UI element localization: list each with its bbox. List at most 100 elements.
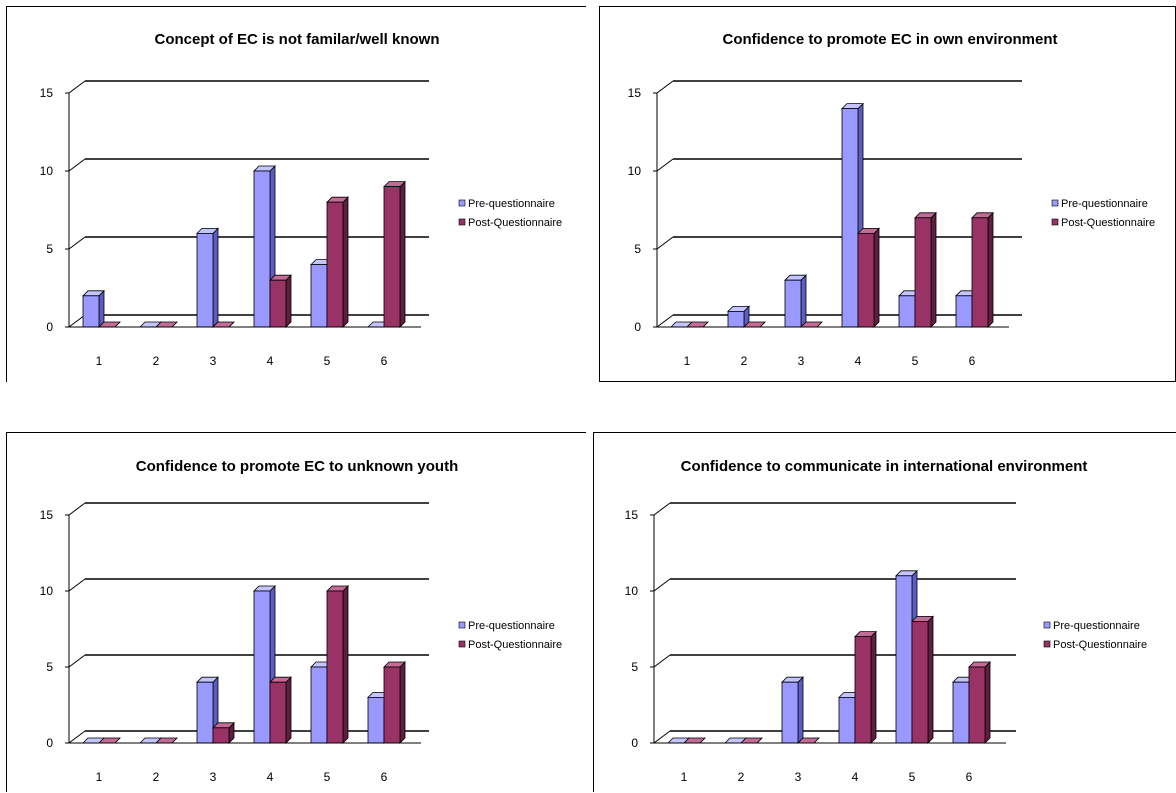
gridline-connector xyxy=(653,502,671,516)
bar-pre-questionnaire xyxy=(781,676,804,744)
gridline-connector xyxy=(68,236,86,250)
gridline-connector xyxy=(656,158,674,172)
chart-panel-concept-ec: Concept of EC is not familar/well known 0… xyxy=(6,6,586,382)
x-tick-label: 4 xyxy=(267,354,274,368)
x-tick-label: 5 xyxy=(324,770,331,784)
x-tick-label: 6 xyxy=(969,354,976,368)
y-tick-label: 5 xyxy=(46,660,53,674)
legend-label: Pre-questionnaire xyxy=(468,620,555,632)
x-tick-label: 3 xyxy=(210,354,217,368)
legend-swatch xyxy=(458,199,466,207)
bar-pre-questionnaire xyxy=(727,305,750,328)
bar-post-questionnaire xyxy=(212,721,235,744)
x-tick-label: 6 xyxy=(966,770,973,784)
gridline-connector xyxy=(656,236,674,250)
x-tick-label: 5 xyxy=(324,354,331,368)
y-tick-label: 0 xyxy=(631,736,638,750)
y-tick-label: 15 xyxy=(40,508,54,522)
legend-swatch xyxy=(1043,640,1051,648)
y-tick-label: 0 xyxy=(46,736,53,750)
chart-svg: Confidence to promote EC in own environm… xyxy=(628,31,1156,368)
legend-label: Pre-questionnaire xyxy=(1061,198,1148,210)
bar-post-questionnaire xyxy=(98,321,121,328)
legend-swatch xyxy=(458,218,466,226)
legend-label: Post-Questionnaire xyxy=(468,639,562,651)
gridline-connector xyxy=(68,158,86,172)
legend-label: Post-Questionnaire xyxy=(1053,639,1147,651)
y-tick-label: 15 xyxy=(40,86,54,100)
y-tick-label: 15 xyxy=(625,508,639,522)
x-tick-label: 6 xyxy=(381,770,388,784)
bar-post-questionnaire xyxy=(854,630,877,744)
y-tick-label: 10 xyxy=(628,164,642,178)
y-tick-label: 10 xyxy=(40,584,54,598)
x-tick-label: 5 xyxy=(912,354,919,368)
x-tick-label: 3 xyxy=(795,770,802,784)
legend-label: Pre-questionnaire xyxy=(1053,620,1140,632)
gridline-connector xyxy=(656,314,674,328)
chart-panel-promote-unknown-youth: Confidence to promote EC to unknown yout… xyxy=(6,432,586,792)
gridline-connector xyxy=(653,654,671,668)
bar-post-questionnaire xyxy=(383,180,406,328)
legend-label: Pre-questionnaire xyxy=(468,198,555,210)
legend-label: Post-Questionnaire xyxy=(1061,217,1155,229)
y-tick-label: 10 xyxy=(625,584,639,598)
x-tick-label: 2 xyxy=(741,354,748,368)
bar-post-questionnaire xyxy=(683,737,706,744)
legend-swatch xyxy=(458,640,466,648)
legend: Pre-questionnaire Post-Questionnaire xyxy=(1051,198,1155,229)
x-tick-label: 2 xyxy=(738,770,745,784)
x-tick-label: 2 xyxy=(153,354,160,368)
y-tick-label: 0 xyxy=(46,320,53,334)
bar-post-questionnaire xyxy=(968,661,991,744)
bar-pre-questionnaire xyxy=(82,289,105,328)
gridline-connector xyxy=(68,502,86,516)
chart-svg: Confidence to communicate in internation… xyxy=(625,458,1148,784)
y-tick-label: 0 xyxy=(634,320,641,334)
chart-title: Confidence to promote EC to unknown yout… xyxy=(136,458,458,475)
y-tick-label: 5 xyxy=(631,660,638,674)
x-tick-label: 4 xyxy=(855,354,862,368)
chart-panel-promote-own-environment: Confidence to promote EC in own environm… xyxy=(599,6,1176,382)
legend-swatch xyxy=(1043,621,1051,629)
legend-swatch xyxy=(1051,199,1059,207)
x-tick-label: 1 xyxy=(681,770,688,784)
bar-post-questionnaire xyxy=(326,585,349,744)
legend-swatch xyxy=(1051,218,1059,226)
legend-swatch xyxy=(458,621,466,629)
y-tick-label: 5 xyxy=(46,242,53,256)
bar-pre-questionnaire xyxy=(784,274,807,328)
chart-svg: Confidence to promote EC to unknown yout… xyxy=(40,458,563,784)
bar-post-questionnaire xyxy=(269,274,292,328)
bar-post-questionnaire xyxy=(269,676,292,744)
y-tick-label: 5 xyxy=(634,242,641,256)
x-tick-label: 4 xyxy=(267,770,274,784)
bar-post-questionnaire xyxy=(857,227,880,328)
bar-post-questionnaire xyxy=(914,211,937,328)
chart-panel-communicate-international: Confidence to communicate in internation… xyxy=(593,432,1176,792)
bar-post-questionnaire xyxy=(326,196,349,328)
bar-post-questionnaire xyxy=(383,661,406,744)
legend: Pre-questionnaire Post-Questionnaire xyxy=(458,198,562,229)
gridline-connector xyxy=(656,80,674,94)
x-tick-label: 3 xyxy=(210,770,217,784)
gridline-connector xyxy=(653,730,671,744)
y-tick-label: 15 xyxy=(628,86,642,100)
x-tick-label: 3 xyxy=(798,354,805,368)
chart-title: Confidence to promote EC in own environm… xyxy=(722,31,1057,48)
gridline-connector xyxy=(68,314,86,328)
bar-pre-questionnaire xyxy=(841,102,864,328)
x-tick-label: 1 xyxy=(96,354,103,368)
legend: Pre-questionnaire Post-Questionnaire xyxy=(458,620,562,651)
x-tick-label: 4 xyxy=(852,770,859,784)
chart-title: Concept of EC is not familar/well known xyxy=(154,31,439,48)
x-tick-label: 1 xyxy=(684,354,691,368)
chart-title: Confidence to communicate in internation… xyxy=(681,458,1088,475)
gridline-connector xyxy=(68,80,86,94)
x-tick-label: 2 xyxy=(153,770,160,784)
gridline-connector xyxy=(653,578,671,592)
bar-pre-questionnaire xyxy=(196,227,219,328)
gridline-connector xyxy=(68,730,86,744)
gridline-connector xyxy=(68,654,86,668)
x-tick-label: 5 xyxy=(909,770,916,784)
